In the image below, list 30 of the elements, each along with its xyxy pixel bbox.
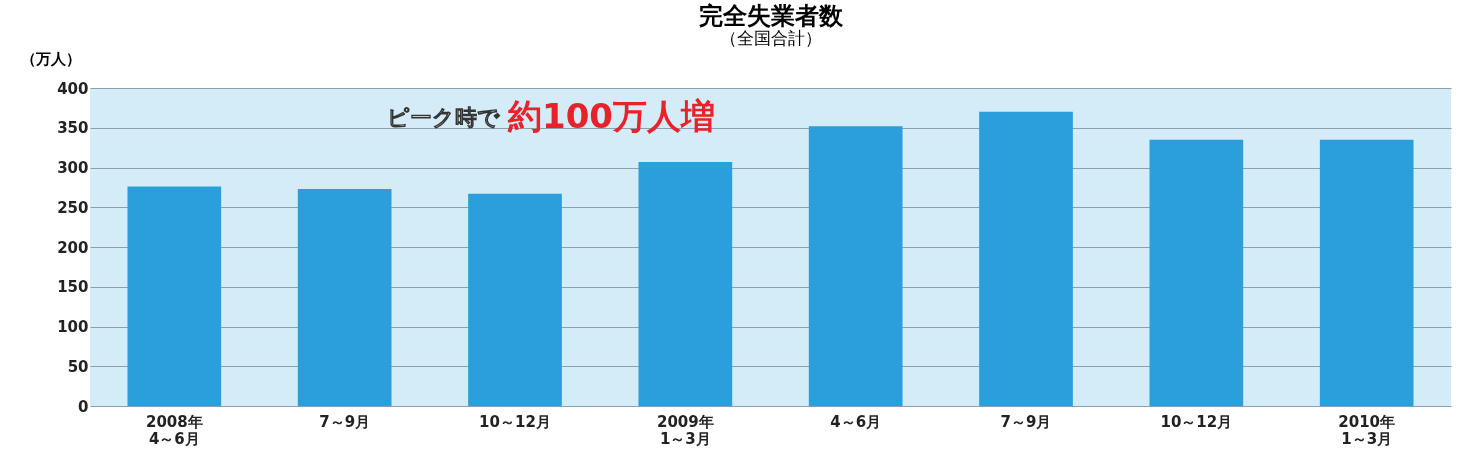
bar — [1149, 139, 1244, 406]
bar — [638, 161, 733, 406]
y-tick-label: 200 — [57, 238, 89, 257]
x-tick-label: 7～9月 — [319, 412, 371, 431]
bar — [468, 193, 562, 406]
x-tick-label: 10～12月 — [1160, 412, 1233, 431]
x-tick-label: 7～9月 — [1000, 412, 1052, 431]
bar — [127, 186, 222, 406]
chart-title: 完全失業者数 — [698, 2, 844, 30]
y-tick-label: 50 — [67, 357, 89, 376]
annotation: ピーク時で — [387, 105, 500, 130]
bar — [808, 126, 903, 406]
x-tick-label: 2008年 4～6月 — [145, 412, 203, 448]
bar — [1319, 139, 1414, 406]
y-tick-label: 400 — [57, 79, 89, 98]
y-tick-label: 100 — [57, 318, 89, 336]
bar — [297, 188, 392, 406]
y-axis-title: （万人） — [20, 49, 81, 68]
annotation: 約100万人増 — [507, 96, 715, 136]
chart-subtitle: （全国合計） — [719, 28, 822, 48]
y-tick-label: 250 — [57, 198, 89, 217]
y-tick-label: 350 — [57, 119, 89, 138]
x-tick-label: 10～12月 — [479, 412, 551, 431]
y-tick-label: 0 — [78, 397, 89, 416]
x-tick-label: 2010年 1～3月 — [1338, 412, 1396, 448]
y-tick-label: 300 — [57, 159, 89, 177]
x-tick-label: 4～6月 — [830, 412, 882, 431]
x-tick-label: 2009年 1～3月 — [656, 412, 714, 448]
bar — [979, 111, 1073, 406]
y-tick-label: 150 — [57, 278, 89, 297]
